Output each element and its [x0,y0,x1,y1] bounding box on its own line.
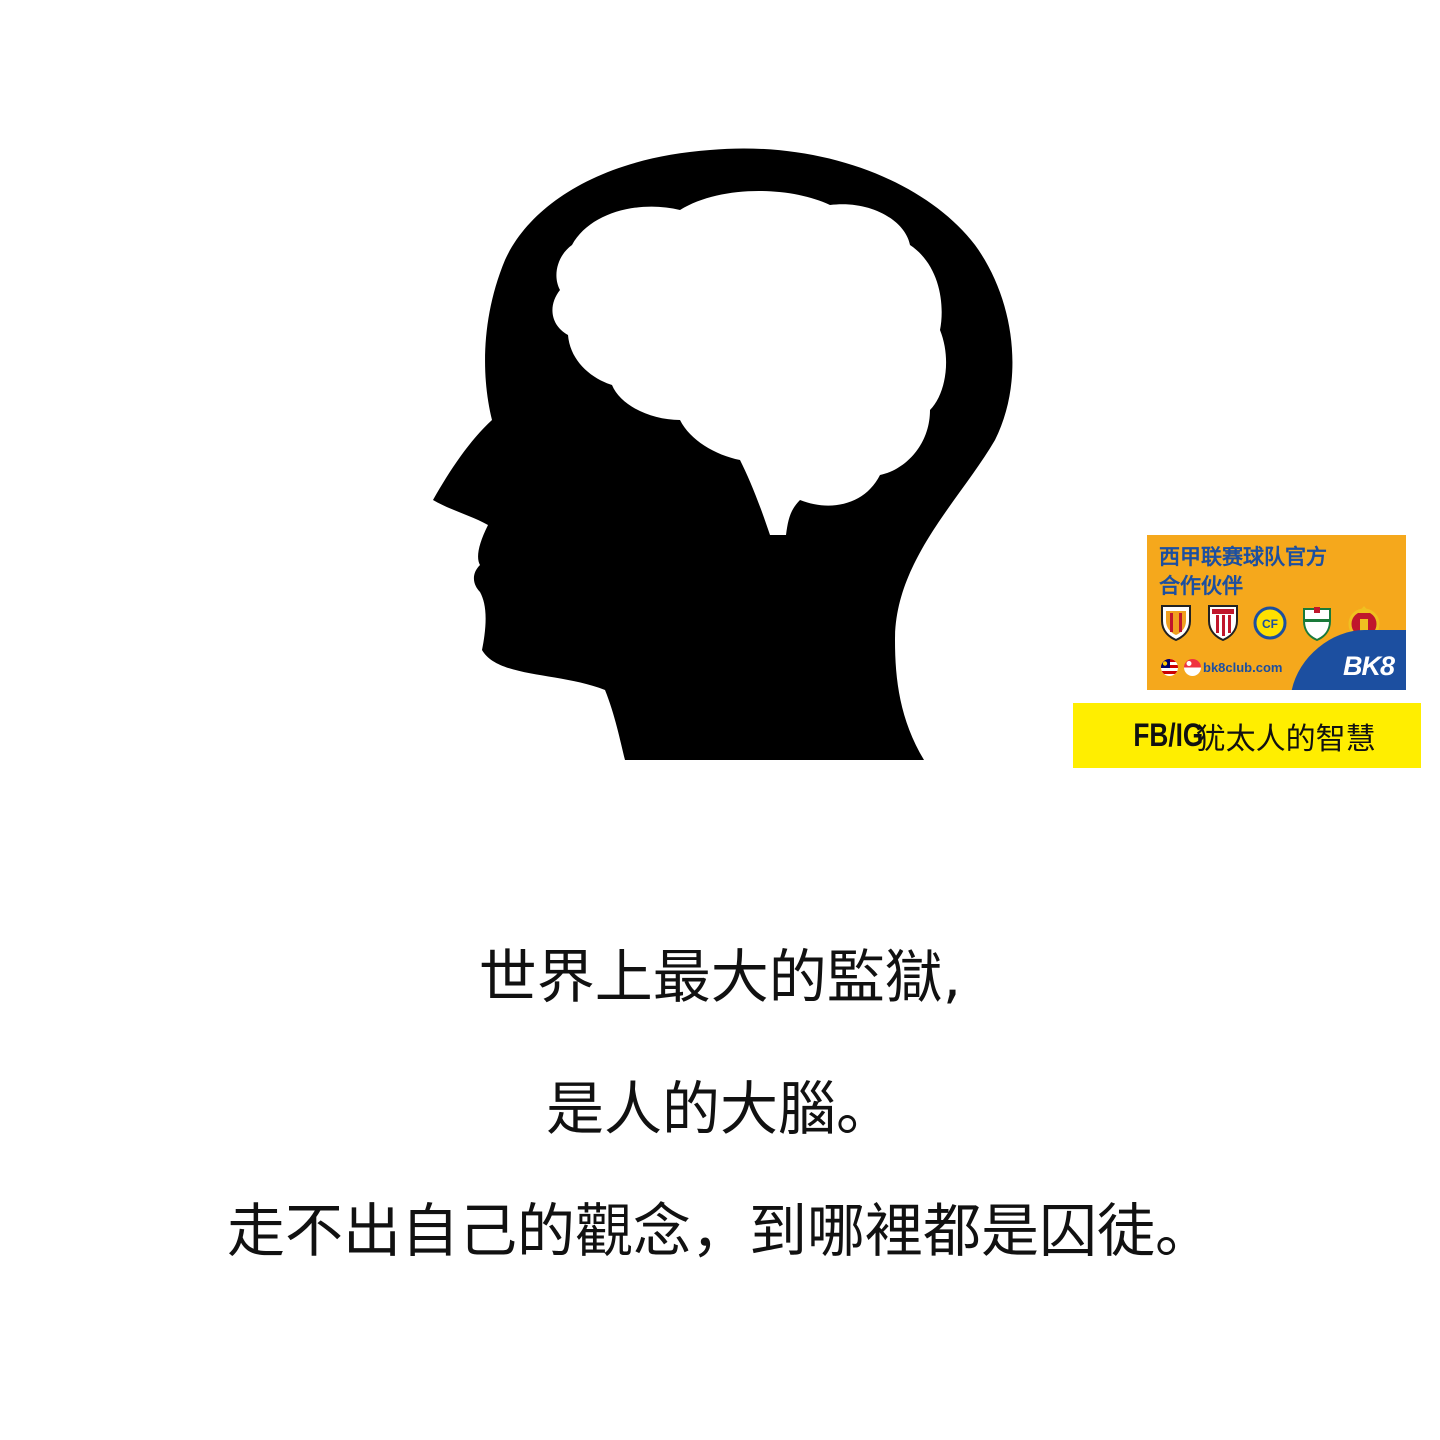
flag-icon [1161,659,1178,676]
club-crest-icon [1303,607,1331,641]
club-crest-icon: CF [1253,606,1287,640]
quote-line-1: 世界上最大的監獄, [478,943,962,1011]
quote-line-2: 是人的大腦。 [545,1075,894,1143]
ad-title-line-2: 合作伙伴 [1159,574,1243,598]
credit-tag: FB/IG 犹太人的智慧 [1073,703,1421,768]
ad-url[interactable]: bk8club.com [1203,660,1283,675]
ad-title: 西甲联赛球队官方 合作伙伴 [1159,543,1359,601]
brain-icon [552,190,947,535]
ad-title-line-1: 西甲联赛球队官方 [1159,545,1327,569]
quote-line-3: 走不出自己的觀念，到哪裡都是囚徒。 [226,1197,1213,1265]
club-crests: CF [1159,603,1381,641]
club-crest-icon [1161,605,1191,641]
credit-name: 犹太人的智慧 [1195,721,1376,757]
credit-handle: FB/IG [1133,717,1204,753]
head-silhouette-icon [433,148,1013,761]
ad-banner[interactable]: 西甲联赛球队官方 合作伙伴 CF [1147,535,1406,690]
region-flags [1161,659,1201,676]
flag-icon [1184,659,1201,676]
brand-logo: BK8 [1342,651,1395,681]
svg-text:CF: CF [1262,617,1278,631]
club-crest-icon [1208,605,1238,641]
